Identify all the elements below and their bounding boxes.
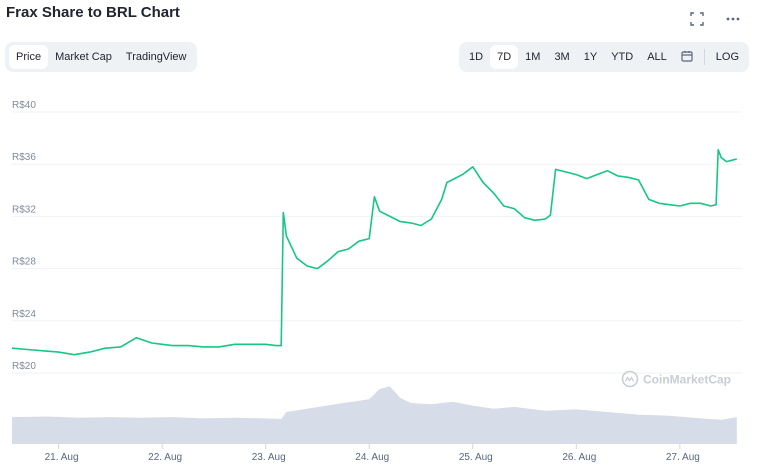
log-scale-toggle[interactable]: LOG [715,51,739,63]
calendar-button[interactable] [674,44,700,71]
calendar-icon [681,50,693,62]
range-1d[interactable]: 1D [469,51,484,63]
grid-lines [12,111,742,374]
top-icons [687,9,743,29]
y-axis-labels: R$40 R$36 R$32 R$28 R$24 R$20 [12,100,36,372]
range-ytd[interactable]: YTD [611,51,634,63]
y-tick-label: R$28 [12,257,36,268]
price-line [11,149,737,356]
x-tick-label: 22. Aug [148,452,182,463]
price-line-group [11,149,737,356]
x-tick-label: 21. Aug [45,452,79,463]
volume-area [12,386,737,444]
time-range-selector: 1D 7D 1M 3M 1Y YTD ALL LOG [459,42,749,72]
range-7d[interactable]: 7D [490,45,519,69]
range-all[interactable]: ALL [647,51,667,63]
range-1y[interactable]: 1Y [583,51,598,63]
range-3m[interactable]: 3M [554,51,570,63]
y-tick-label: R$24 [12,309,36,320]
more-options-icon[interactable] [723,9,743,29]
x-tick-label: 24. Aug [355,452,389,463]
chart-type-tabs: Price Market Cap TradingView [5,42,198,72]
watermark: CoinMarketCap [621,370,731,388]
fullscreen-icon[interactable] [687,9,707,29]
x-tick-label: 27. Aug [666,452,700,463]
x-tick-label: 23. Aug [252,452,286,463]
range-1m[interactable]: 1M [525,51,541,63]
tab-market-cap[interactable]: Market Cap [55,51,112,63]
divider [703,49,705,65]
page-title: Frax Share to BRL Chart [6,4,180,21]
watermark-text: CoinMarketCap [643,373,731,387]
y-tick-label: R$40 [12,100,36,111]
tab-price[interactable]: Price [9,45,49,69]
coinmarketcap-logo-icon [621,370,639,388]
y-tick-label: R$20 [12,361,36,372]
x-tick-label: 26. Aug [562,452,596,463]
y-tick-label: R$36 [12,152,36,163]
x-axis-labels: 21. Aug 22. Aug 23. Aug 24. Aug 25. Aug 26. A… [45,444,700,463]
x-tick-label: 25. Aug [459,452,493,463]
volume-area-shape [12,386,737,444]
y-tick-label: R$32 [12,204,36,215]
tab-tradingview[interactable]: TradingView [125,51,187,63]
